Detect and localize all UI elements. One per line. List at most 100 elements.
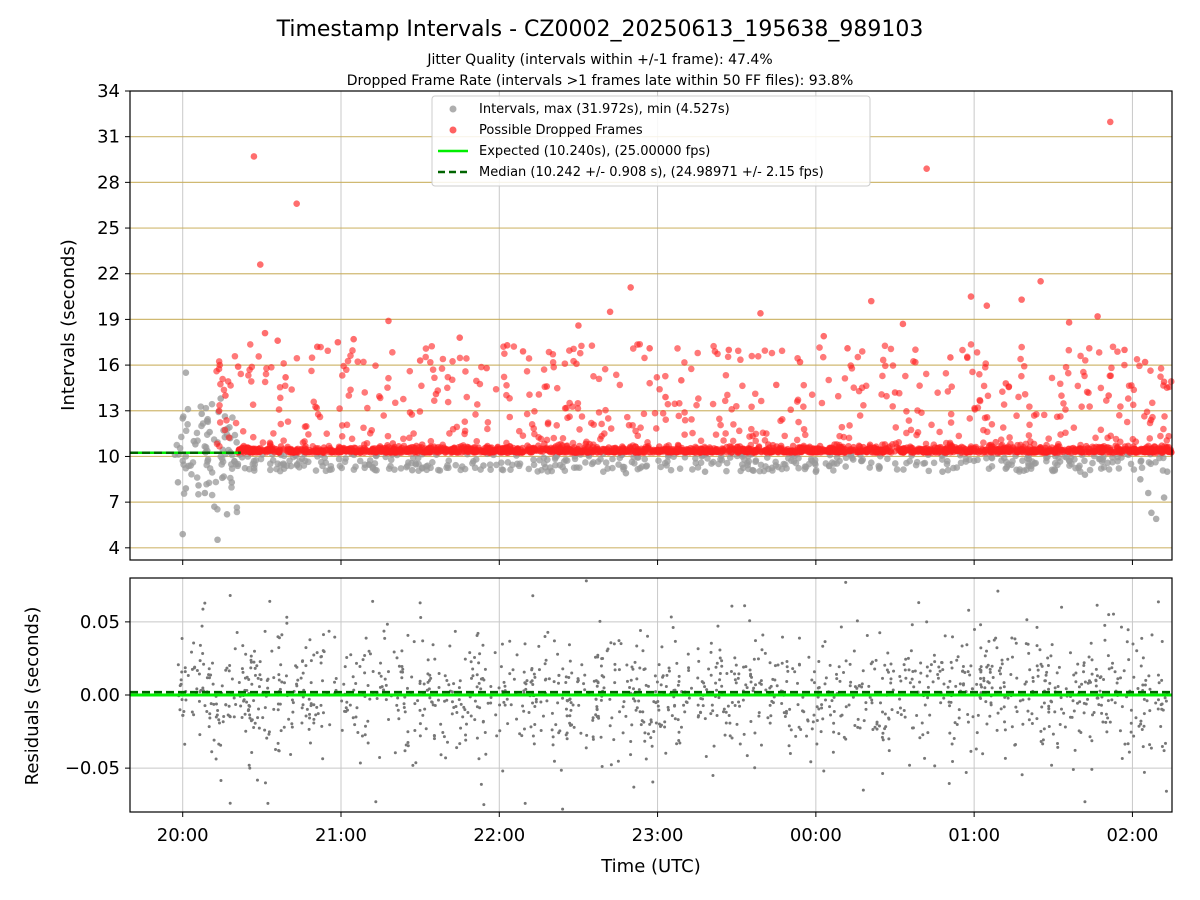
- interval-point: [179, 415, 187, 422]
- dropped-frame-point: [662, 372, 669, 380]
- residual-point: [969, 664, 973, 668]
- dropped-frame-point: [1014, 441, 1021, 449]
- residual-point: [198, 733, 202, 737]
- residual-point: [696, 676, 700, 680]
- dropped-frame-point: [338, 422, 346, 429]
- residual-point: [445, 679, 449, 683]
- residual-point: [955, 722, 959, 726]
- residual-point: [594, 697, 598, 701]
- residual-point: [617, 668, 621, 672]
- residual-point: [806, 719, 810, 723]
- residual-point: [557, 673, 561, 677]
- residual-point: [505, 697, 509, 701]
- residual-point: [471, 674, 475, 678]
- dropped-frame-point: [338, 432, 346, 440]
- residual-point: [1140, 728, 1144, 732]
- dropped-frame-point: [971, 406, 979, 413]
- legend-intervals-label: Intervals, max (31.972s), min (4.527s): [479, 102, 730, 117]
- residual-point: [951, 635, 955, 639]
- residual-point: [679, 725, 683, 729]
- residual-point: [1118, 729, 1122, 733]
- residual-point: [657, 708, 661, 712]
- residual-point: [989, 703, 993, 707]
- residual-point: [809, 760, 813, 764]
- residual-point: [1082, 701, 1086, 705]
- residual-point: [1091, 713, 1095, 717]
- residual-point: [266, 801, 270, 805]
- residual-point: [582, 682, 586, 686]
- interval-point: [1118, 454, 1125, 461]
- interval-point: [217, 395, 224, 402]
- residual-point: [768, 721, 772, 725]
- residual-point: [671, 626, 675, 630]
- residual-point: [718, 672, 722, 676]
- residual-point: [276, 635, 280, 639]
- dropped-frame-point: [656, 385, 663, 393]
- residual-point: [534, 697, 538, 701]
- interval-point: [830, 467, 837, 474]
- dropped-frame-point: [1085, 389, 1092, 397]
- residual-point: [628, 685, 632, 689]
- residual-point: [664, 684, 668, 688]
- dropped-frame-point: [584, 443, 592, 451]
- residual-point: [988, 667, 992, 671]
- dropped-frame-point: [525, 444, 533, 451]
- residual-point: [432, 737, 436, 741]
- dropped-frame-point: [1152, 447, 1160, 455]
- residual-point: [683, 710, 687, 714]
- residual-point: [518, 732, 522, 736]
- residual-point: [334, 676, 338, 680]
- dropped-frame-point: [801, 446, 808, 454]
- residual-point: [279, 663, 283, 667]
- residual-point: [356, 731, 360, 735]
- residual-point: [996, 711, 1000, 715]
- residual-point: [1053, 686, 1057, 690]
- residual-point: [883, 663, 887, 667]
- residual-point: [525, 679, 529, 683]
- residual-point: [387, 717, 391, 721]
- interval-point: [966, 456, 973, 464]
- dropped-frame-point: [595, 409, 603, 416]
- residual-point: [499, 665, 503, 669]
- dropped-frame-point: [942, 439, 950, 447]
- dropped-frame-point: [1058, 392, 1065, 400]
- residual-point: [710, 703, 714, 707]
- residual-point: [982, 676, 986, 680]
- residual-point: [400, 664, 404, 668]
- dropped-frame-point: [1124, 395, 1132, 402]
- residual-point: [418, 734, 422, 738]
- interval-point: [436, 467, 444, 474]
- residual-point: [979, 670, 983, 674]
- residual-point: [657, 663, 661, 667]
- residual-point: [612, 738, 616, 742]
- residual-point: [756, 657, 760, 661]
- residual-point: [1094, 678, 1098, 682]
- residual-point: [653, 674, 657, 678]
- dropped-frame-point: [545, 348, 553, 356]
- residual-point: [307, 697, 311, 701]
- residual-point: [889, 677, 893, 681]
- residual-point: [202, 662, 206, 666]
- residual-point: [1106, 716, 1110, 720]
- residual-point: [873, 725, 877, 729]
- dropped-frame-point: [471, 443, 479, 451]
- residual-point: [717, 696, 721, 700]
- residual-point: [848, 662, 852, 666]
- residual-point: [270, 649, 274, 653]
- dropped-frame-point: [729, 437, 737, 445]
- dropped-frame-point: [1149, 413, 1156, 421]
- residual-point: [532, 742, 536, 746]
- residual-point: [687, 668, 691, 672]
- residual-point: [718, 678, 722, 682]
- dropped-frame-point: [928, 421, 935, 429]
- residual-point: [527, 710, 531, 714]
- residual-point: [564, 681, 568, 685]
- dropped-frame-point: [778, 347, 786, 355]
- dropped-frame-point: [772, 381, 780, 389]
- residual-point: [1027, 651, 1031, 655]
- residual-point: [1086, 697, 1090, 701]
- residual-point: [986, 680, 990, 684]
- residual-point: [890, 708, 894, 712]
- residual-point: [1080, 682, 1084, 686]
- interval-point: [957, 459, 965, 467]
